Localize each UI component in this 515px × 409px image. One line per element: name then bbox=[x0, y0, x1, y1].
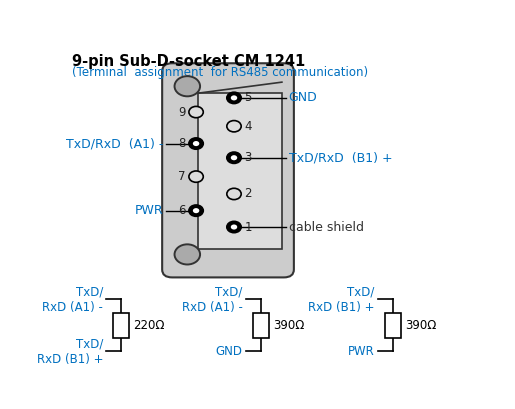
Text: 6: 6 bbox=[178, 204, 186, 217]
Text: 3: 3 bbox=[245, 151, 252, 164]
Text: 8: 8 bbox=[178, 137, 186, 150]
FancyBboxPatch shape bbox=[162, 63, 294, 277]
Text: PWR: PWR bbox=[135, 204, 163, 217]
Text: (Terminal  assignment  for RS485 communication): (Terminal assignment for RS485 communica… bbox=[72, 66, 368, 79]
Circle shape bbox=[227, 188, 241, 200]
Text: 4: 4 bbox=[245, 120, 252, 133]
Circle shape bbox=[227, 152, 241, 164]
Text: TxD/
RxD (B1) +: TxD/ RxD (B1) + bbox=[308, 285, 374, 314]
Circle shape bbox=[193, 141, 199, 146]
Text: cable shield: cable shield bbox=[289, 220, 364, 234]
Circle shape bbox=[227, 121, 241, 132]
Circle shape bbox=[231, 225, 237, 229]
Circle shape bbox=[193, 208, 199, 213]
Text: GND: GND bbox=[289, 91, 317, 104]
Circle shape bbox=[189, 171, 203, 182]
Text: 390Ω: 390Ω bbox=[273, 319, 304, 332]
Bar bbox=[198, 93, 282, 249]
Text: 1: 1 bbox=[245, 220, 252, 234]
Text: TxD/
RxD (A1) -: TxD/ RxD (A1) - bbox=[42, 285, 103, 314]
Circle shape bbox=[227, 221, 241, 233]
Text: TxD/
RxD (B1) +: TxD/ RxD (B1) + bbox=[37, 337, 103, 366]
Circle shape bbox=[227, 92, 241, 103]
Text: 220Ω: 220Ω bbox=[133, 319, 165, 332]
Text: 7: 7 bbox=[178, 170, 186, 183]
Bar bbox=[253, 313, 269, 338]
Text: 9: 9 bbox=[178, 106, 186, 119]
Text: 5: 5 bbox=[245, 91, 252, 104]
Bar bbox=[113, 313, 129, 338]
Circle shape bbox=[189, 205, 203, 216]
Circle shape bbox=[231, 95, 237, 101]
Text: TxD/
RxD (A1) -: TxD/ RxD (A1) - bbox=[182, 285, 243, 314]
Circle shape bbox=[189, 138, 203, 149]
Circle shape bbox=[189, 106, 203, 118]
Text: 2: 2 bbox=[245, 187, 252, 200]
Circle shape bbox=[231, 155, 237, 160]
Bar bbox=[385, 313, 401, 338]
Circle shape bbox=[175, 244, 200, 265]
Text: PWR: PWR bbox=[348, 345, 374, 358]
Text: 390Ω: 390Ω bbox=[405, 319, 436, 332]
Text: TxD/RxD  (B1) +: TxD/RxD (B1) + bbox=[289, 151, 392, 164]
Text: GND: GND bbox=[216, 345, 243, 358]
Text: TxD/RxD  (A1) -: TxD/RxD (A1) - bbox=[66, 137, 163, 150]
Circle shape bbox=[175, 76, 200, 97]
Text: 9-pin Sub-D-socket CM 1241: 9-pin Sub-D-socket CM 1241 bbox=[72, 54, 305, 69]
